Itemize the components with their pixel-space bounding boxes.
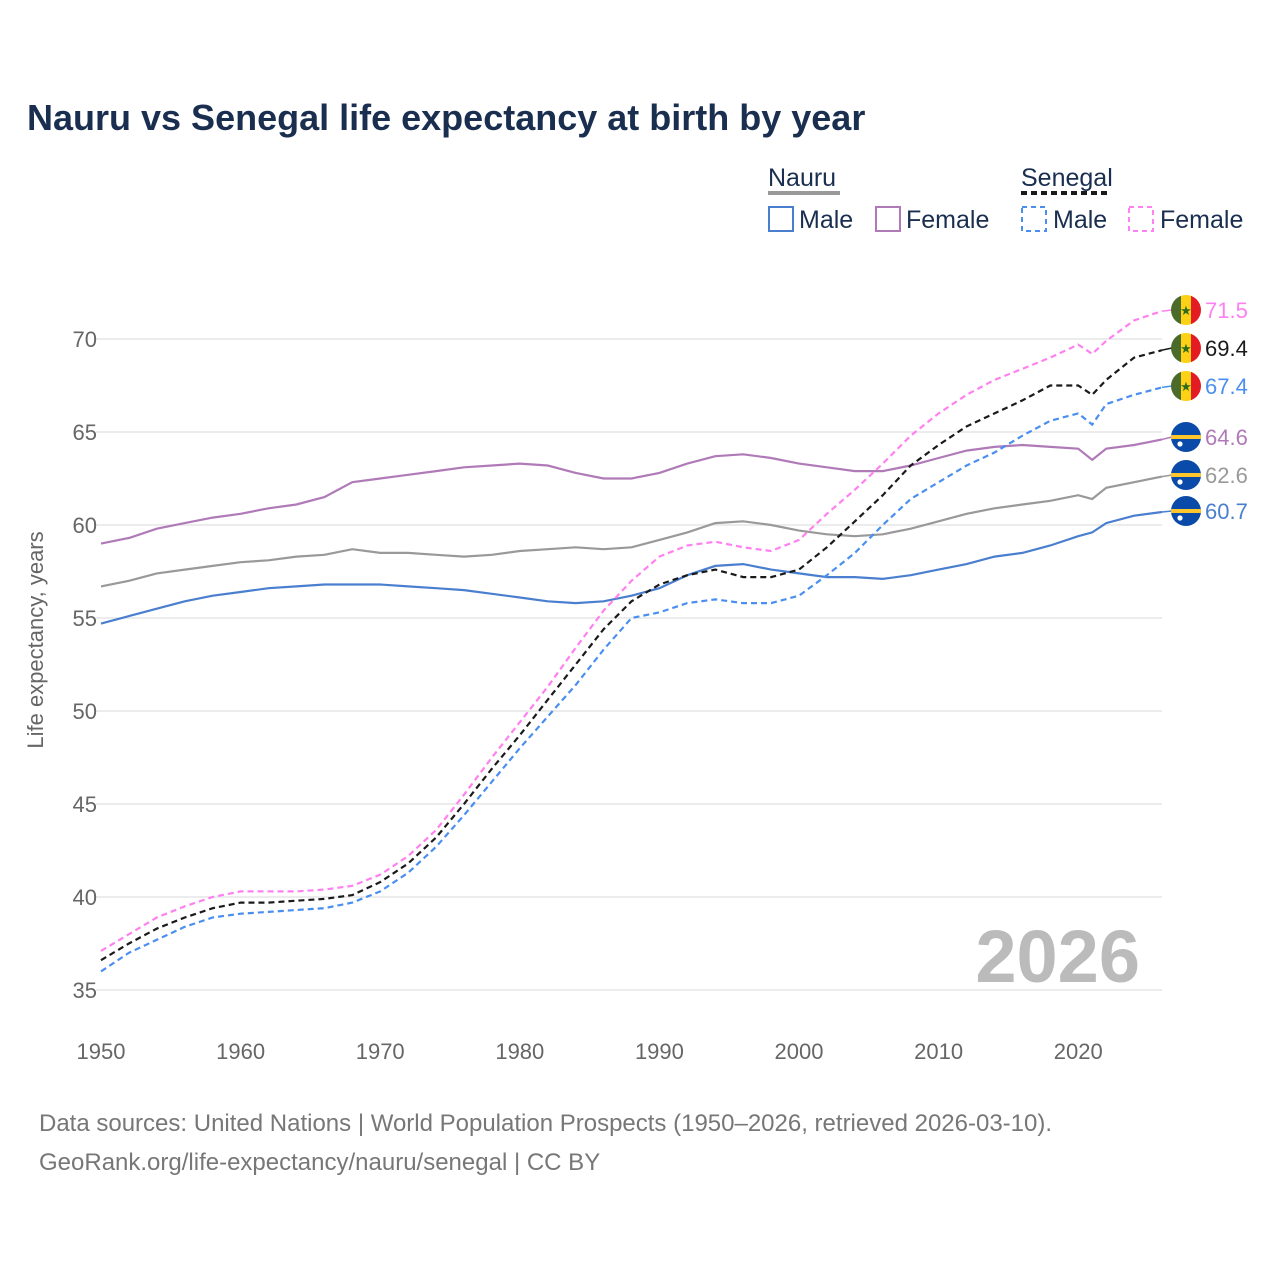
end-label-senegal-female: ★ 71.5 <box>1161 295 1248 325</box>
nauru-flag-icon <box>1171 422 1201 452</box>
legend-swatch <box>1128 206 1154 232</box>
legend-swatch <box>768 206 794 232</box>
x-tick-label: 2000 <box>775 1039 824 1064</box>
y-tick-label: 50 <box>73 699 97 724</box>
x-ticks: 1950 1960 1970 1980 1990 2000 2010 2020 <box>77 1039 1103 1064</box>
svg-text:★: ★ <box>1180 379 1192 394</box>
senegal-flag-icon: ★ <box>1171 333 1201 363</box>
grid: 35 40 45 50 55 60 65 70 <box>73 327 1162 1003</box>
legend-label: Female <box>1160 206 1243 234</box>
legend-swatch <box>1021 206 1047 232</box>
legend: Nauru Senegal Male Female Male Female <box>768 164 1243 234</box>
y-tick-label: 35 <box>73 978 97 1003</box>
x-tick-label: 1950 <box>77 1039 126 1064</box>
source-link[interactable]: GeoRank.org/life-expectancy/nauru/senega… <box>39 1149 600 1176</box>
end-value-label: 64.6 <box>1205 425 1248 450</box>
legend-swatch <box>875 206 901 232</box>
legend-label: Male <box>1053 206 1107 234</box>
x-tick-label: 1960 <box>216 1039 265 1064</box>
svg-text:★: ★ <box>1180 341 1192 356</box>
series-line-nauru-female <box>100 438 1163 545</box>
legend-group-nauru: Nauru <box>768 164 836 192</box>
nauru-flag-icon <box>1171 496 1201 526</box>
leader-line <box>1161 436 1173 441</box>
series-line-senegal-total <box>100 349 1163 962</box>
legend-item-nauru-male[interactable]: Male <box>768 206 853 234</box>
legend-item-senegal-female[interactable]: Female <box>1128 206 1243 234</box>
series-lines <box>100 310 1163 973</box>
legend-group-senegal: Senegal <box>1021 164 1113 192</box>
end-label-nauru-male: 60.7 <box>1161 496 1248 526</box>
svg-text:★: ★ <box>1180 303 1192 318</box>
senegal-flag-icon: ★ <box>1171 371 1201 401</box>
end-value-label: 60.7 <box>1205 499 1248 524</box>
leader-line <box>1161 385 1173 389</box>
nauru-flag-icon <box>1171 460 1201 490</box>
end-value-label: 71.5 <box>1205 298 1248 323</box>
x-tick-label: 1990 <box>635 1039 684 1064</box>
legend-item-nauru-female[interactable]: Female <box>875 206 989 234</box>
end-value-label: 62.6 <box>1205 463 1248 488</box>
y-tick-label: 45 <box>73 792 97 817</box>
end-value-label: 69.4 <box>1205 336 1248 361</box>
y-tick-label: 65 <box>73 420 97 445</box>
year-watermark: 2026 <box>975 915 1140 998</box>
chart-title: Nauru vs Senegal life expectancy at birt… <box>27 97 865 138</box>
leader-line <box>1161 510 1173 513</box>
y-tick-label: 55 <box>73 606 97 631</box>
series-line-nauru-total <box>100 475 1163 588</box>
leader-line <box>1161 347 1173 351</box>
senegal-flag-icon: ★ <box>1171 295 1201 325</box>
end-label-nauru-total: 62.6 <box>1161 460 1248 490</box>
series-line-senegal-female <box>100 310 1163 952</box>
x-tick-label: 2020 <box>1054 1039 1103 1064</box>
leader-line <box>1161 309 1173 312</box>
y-tick-label: 60 <box>73 513 97 538</box>
end-label-senegal-total: ★ 69.4 <box>1161 333 1248 363</box>
x-tick-label: 1970 <box>356 1039 405 1064</box>
source-line-1: Data sources: United Nations | World Pop… <box>39 1110 1052 1137</box>
y-axis-label: Life expectancy, years <box>23 531 48 748</box>
x-tick-label: 2010 <box>914 1039 963 1064</box>
x-tick-label: 1980 <box>495 1039 544 1064</box>
end-labels: 64.6 62.6 60.7 ★ 71.5 ★ 69.4 ★ 67.4 <box>1161 295 1248 526</box>
end-label-senegal-male: ★ 67.4 <box>1161 371 1248 401</box>
y-tick-label: 40 <box>73 885 97 910</box>
legend-label: Male <box>799 206 853 234</box>
leader-line <box>1161 474 1173 478</box>
series-line-nauru-male <box>100 510 1163 625</box>
legend-item-senegal-male[interactable]: Male <box>1021 206 1107 234</box>
legend-label: Female <box>906 206 989 234</box>
end-value-label: 67.4 <box>1205 374 1248 399</box>
end-label-nauru-female: 64.6 <box>1161 422 1248 452</box>
series-line-senegal-male <box>100 386 1163 973</box>
y-tick-label: 70 <box>73 327 97 352</box>
